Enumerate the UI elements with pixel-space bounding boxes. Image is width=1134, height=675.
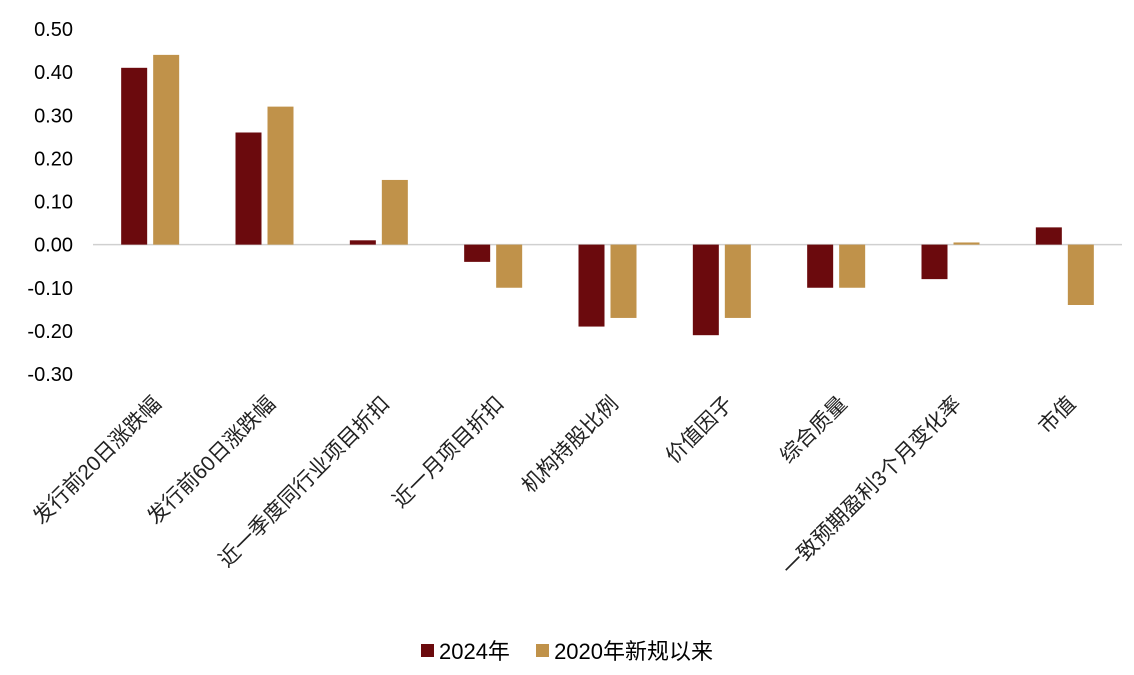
bar-2020-2: [381, 179, 408, 245]
bar-2020-8: [1067, 244, 1094, 305]
bar-2024-3: [464, 244, 491, 262]
bar-2024-2: [349, 240, 376, 245]
y-tick-label: 0.30: [34, 105, 73, 127]
bar-2020-5: [724, 244, 751, 318]
bar-2020-4: [610, 244, 637, 318]
x-category-label: 近一月项目折扣: [388, 392, 508, 512]
legend-swatch-2020: [536, 643, 550, 657]
x-category-label: 市值: [1034, 392, 1080, 438]
bar-2024-5: [692, 244, 719, 336]
legend-label-2020: 2020年新规以来: [554, 639, 714, 664]
legend-label-2024: 2024年: [438, 639, 510, 664]
y-tick-label: -0.30: [27, 364, 73, 386]
legend-swatch-2024: [420, 643, 434, 657]
legend: 2024年 2020年新规以来: [0, 634, 1134, 666]
bar-2020-0: [153, 54, 180, 245]
x-category-label: 发行前60日涨跌幅: [143, 392, 280, 529]
bar-2020-3: [496, 244, 523, 288]
y-tick-label: -0.10: [27, 278, 73, 300]
x-category-label: 综合质量: [776, 392, 852, 468]
bar-2024-8: [1035, 227, 1062, 245]
bar-2020-7: [953, 242, 980, 245]
bar-2024-1: [235, 132, 262, 245]
y-tick-label: 0.10: [34, 192, 73, 214]
bar-2024-6: [807, 244, 834, 288]
bar-2020-6: [839, 244, 866, 288]
x-category-label: 价值因子: [662, 392, 738, 468]
y-tick-label: -0.20: [27, 321, 73, 343]
legend-item-2024: 2024年: [420, 634, 510, 666]
y-tick-label: 0.20: [34, 148, 73, 170]
y-tick-label: 0.50: [34, 19, 73, 41]
bar-2020-1: [267, 106, 294, 245]
y-tick-label: 0.00: [34, 235, 73, 257]
x-category-label: 发行前20日涨跌幅: [29, 392, 166, 529]
bar-chart: 0.50 0.40 0.30 0.20 0.10 0.00 -0.10 -0.20 -0.30 发…: [27, 19, 1122, 580]
legend-item-2020: 2020年新规以来: [536, 634, 713, 666]
y-tick-label: 0.40: [34, 62, 73, 84]
x-category-label: 机构持股比例: [518, 392, 623, 497]
bar-2024-7: [921, 244, 948, 280]
bar-2024-4: [578, 244, 605, 327]
bar-2024-0: [121, 67, 148, 245]
